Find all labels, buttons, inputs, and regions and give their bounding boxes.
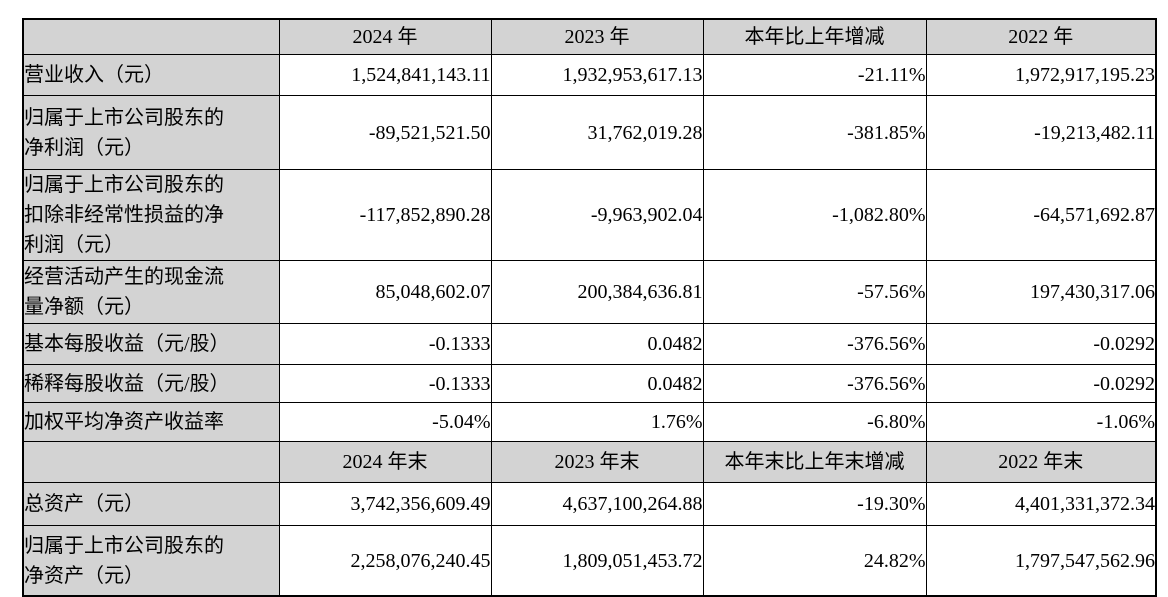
- value-cell: -1,082.80%: [702, 169, 927, 261]
- financial-summary-table: 2024 年 2023 年 本年比上年增减 2022 年 营业收入（元） 1,5…: [22, 18, 1157, 597]
- eop-header-row: 2024 年末 2023 年末 本年末比上年末增减 2022 年末: [22, 441, 1157, 483]
- table-row-net-profit-excl-nonrecurring: 归属于上市公司股东的 扣除非经常性损益的净 利润（元） -117,852,890…: [22, 169, 1157, 261]
- row-label: 经营活动产生的现金流 量净额（元）: [22, 260, 280, 324]
- column-header-2024: 2024 年: [278, 18, 492, 55]
- column-header-2023-end: 2023 年末: [490, 441, 704, 483]
- corner-cell: [22, 441, 280, 483]
- value-cell: 1,932,953,617.13: [490, 54, 704, 96]
- value-cell: 0.0482: [490, 323, 704, 365]
- value-cell: -89,521,521.50: [278, 95, 492, 170]
- table-row-revenue: 营业收入（元） 1,524,841,143.11 1,932,953,617.1…: [22, 54, 1157, 96]
- row-label: 营业收入（元）: [22, 54, 280, 96]
- value-cell: -9,963,902.04: [490, 169, 704, 261]
- row-label: 归属于上市公司股东的 净利润（元）: [22, 95, 280, 170]
- table-row-basic-eps: 基本每股收益（元/股） -0.1333 0.0482 -376.56% -0.0…: [22, 323, 1157, 365]
- column-header-2023: 2023 年: [490, 18, 704, 55]
- value-cell: 1,797,547,562.96: [925, 525, 1157, 597]
- value-cell: -0.0292: [925, 323, 1157, 365]
- value-cell: 0.0482: [490, 364, 704, 403]
- column-header-yoy-change: 本年比上年增减: [702, 18, 927, 55]
- row-label: 归属于上市公司股东的 净资产（元）: [22, 525, 280, 597]
- value-cell: 1.76%: [490, 402, 704, 442]
- column-header-2022-end: 2022 年末: [925, 441, 1157, 483]
- value-cell: -19.30%: [702, 482, 927, 526]
- row-label: 加权平均净资产收益率: [22, 402, 280, 442]
- value-cell: 1,809,051,453.72: [490, 525, 704, 597]
- value-cell: 2,258,076,240.45: [278, 525, 492, 597]
- value-cell: 200,384,636.81: [490, 260, 704, 324]
- value-cell: 1,524,841,143.11: [278, 54, 492, 96]
- table-row-net-profit: 归属于上市公司股东的 净利润（元） -89,521,521.50 31,762,…: [22, 95, 1157, 170]
- table-row-net-assets: 归属于上市公司股东的 净资产（元） 2,258,076,240.45 1,809…: [22, 525, 1157, 597]
- value-cell: 197,430,317.06: [925, 260, 1157, 324]
- value-cell: 24.82%: [702, 525, 927, 597]
- table-row-total-assets: 总资产（元） 3,742,356,609.49 4,637,100,264.88…: [22, 482, 1157, 526]
- value-cell: 85,048,602.07: [278, 260, 492, 324]
- value-cell: -57.56%: [702, 260, 927, 324]
- value-cell: 1,972,917,195.23: [925, 54, 1157, 96]
- value-cell: -1.06%: [925, 402, 1157, 442]
- value-cell: -0.0292: [925, 364, 1157, 403]
- value-cell: -376.56%: [702, 364, 927, 403]
- value-cell: -21.11%: [702, 54, 927, 96]
- value-cell: 4,401,331,372.34: [925, 482, 1157, 526]
- value-cell: -19,213,482.11: [925, 95, 1157, 170]
- value-cell: 31,762,019.28: [490, 95, 704, 170]
- row-label: 总资产（元）: [22, 482, 280, 526]
- corner-cell: [22, 18, 280, 55]
- value-cell: -5.04%: [278, 402, 492, 442]
- column-header-eop-change: 本年末比上年末增减: [702, 441, 927, 483]
- value-cell: -64,571,692.87: [925, 169, 1157, 261]
- value-cell: -376.56%: [702, 323, 927, 365]
- value-cell: -117,852,890.28: [278, 169, 492, 261]
- table-row-operating-cash-flow: 经营活动产生的现金流 量净额（元） 85,048,602.07 200,384,…: [22, 260, 1157, 324]
- row-label: 基本每股收益（元/股）: [22, 323, 280, 365]
- period-header-row: 2024 年 2023 年 本年比上年增减 2022 年: [22, 18, 1157, 55]
- value-cell: 4,637,100,264.88: [490, 482, 704, 526]
- column-header-2024-end: 2024 年末: [278, 441, 492, 483]
- value-cell: -6.80%: [702, 402, 927, 442]
- value-cell: -0.1333: [278, 323, 492, 365]
- row-label: 归属于上市公司股东的 扣除非经常性损益的净 利润（元）: [22, 169, 280, 261]
- value-cell: -0.1333: [278, 364, 492, 403]
- value-cell: 3,742,356,609.49: [278, 482, 492, 526]
- column-header-2022: 2022 年: [925, 18, 1157, 55]
- value-cell: -381.85%: [702, 95, 927, 170]
- row-label: 稀释每股收益（元/股）: [22, 364, 280, 403]
- table-row-diluted-eps: 稀释每股收益（元/股） -0.1333 0.0482 -376.56% -0.0…: [22, 364, 1157, 403]
- table-row-weighted-avg-roe: 加权平均净资产收益率 -5.04% 1.76% -6.80% -1.06%: [22, 402, 1157, 442]
